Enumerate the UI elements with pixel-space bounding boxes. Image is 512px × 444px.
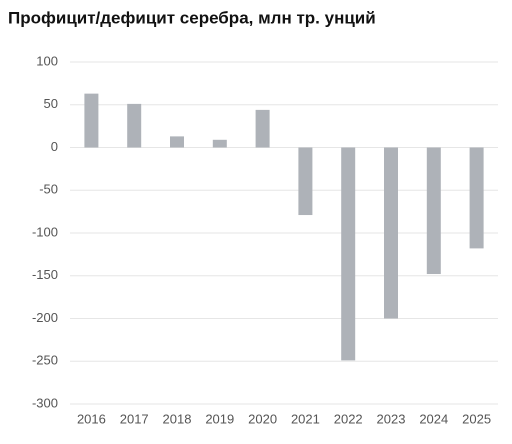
bar <box>341 147 356 361</box>
y-tick-label: 0 <box>51 139 58 154</box>
y-tick-label: -50 <box>39 182 58 197</box>
y-tick-label: 100 <box>36 53 58 68</box>
x-tick-label: 2024 <box>419 411 448 426</box>
bar <box>170 136 184 148</box>
x-tick-label: 2016 <box>77 411 106 426</box>
bar <box>426 147 441 275</box>
y-tick-label: -300 <box>32 395 58 410</box>
x-tick-label: 2021 <box>291 411 320 426</box>
bar <box>469 147 484 249</box>
x-tick-label: 2022 <box>334 411 363 426</box>
bar <box>127 103 142 148</box>
x-tick-label: 2025 <box>462 411 491 426</box>
y-tick-label: -150 <box>32 267 58 282</box>
x-tick-label: 2019 <box>205 411 234 426</box>
bar <box>212 139 227 148</box>
chart-title: Профицит/дефицит серебра, млн тр. унций <box>8 8 376 27</box>
y-tick-label: 50 <box>44 96 58 111</box>
x-tick-label: 2023 <box>377 411 406 426</box>
x-tick-label: 2020 <box>248 411 277 426</box>
bar <box>298 147 313 216</box>
y-tick-label: -250 <box>32 353 58 368</box>
bar <box>384 147 398 319</box>
x-tick-label: 2017 <box>120 411 149 426</box>
bar <box>255 109 270 148</box>
bar <box>84 93 99 148</box>
y-tick-label: -100 <box>32 224 58 239</box>
x-tick-label: 2018 <box>163 411 192 426</box>
y-tick-label: -200 <box>32 310 58 325</box>
